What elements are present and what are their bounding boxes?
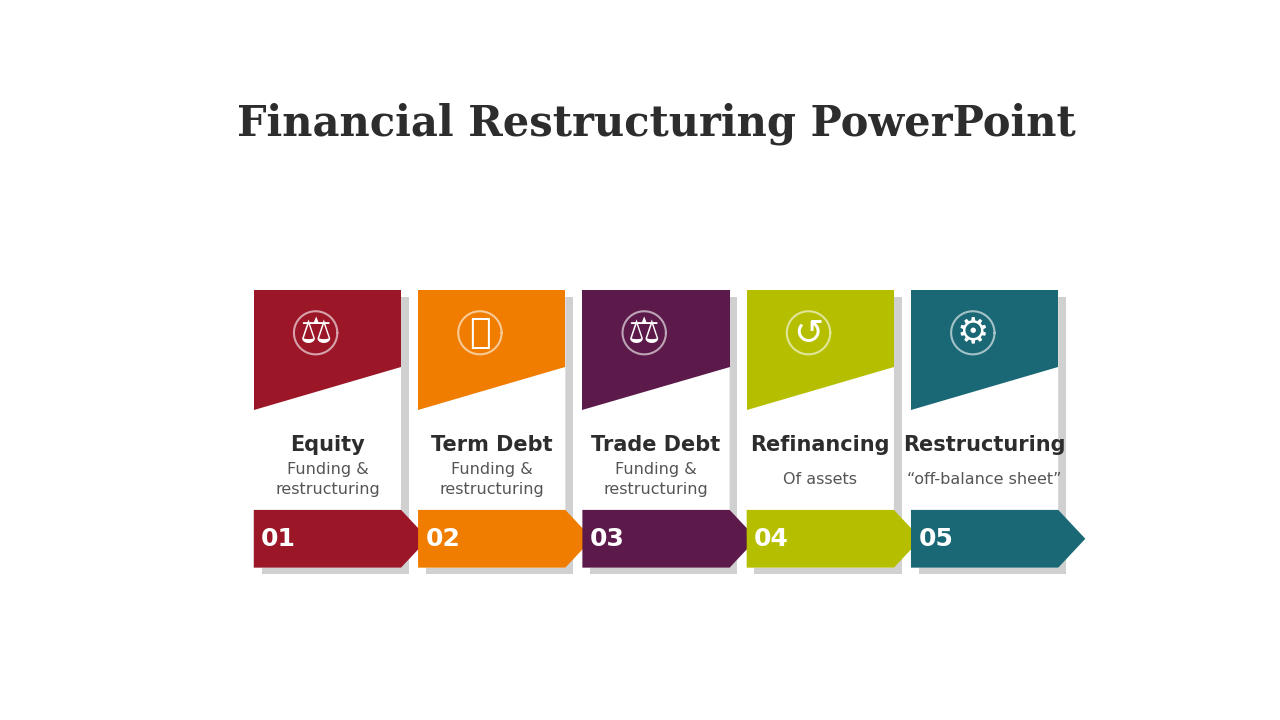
Text: Term Debt: Term Debt bbox=[431, 435, 553, 455]
Text: Refinancing: Refinancing bbox=[750, 435, 890, 455]
Text: ⚖: ⚖ bbox=[628, 316, 660, 350]
Polygon shape bbox=[911, 290, 1059, 410]
FancyBboxPatch shape bbox=[911, 290, 1059, 567]
Text: Funding &
restructuring: Funding & restructuring bbox=[439, 462, 544, 498]
Text: Restructuring: Restructuring bbox=[904, 435, 1066, 455]
Text: ⚙: ⚙ bbox=[956, 316, 989, 350]
Polygon shape bbox=[261, 297, 408, 574]
Polygon shape bbox=[919, 297, 1066, 574]
Polygon shape bbox=[253, 290, 401, 410]
Text: Funding &
restructuring: Funding & restructuring bbox=[275, 462, 380, 498]
Text: Financial Restructuring PowerPoint: Financial Restructuring PowerPoint bbox=[237, 102, 1075, 145]
Text: Equity: Equity bbox=[291, 435, 365, 455]
Text: 03: 03 bbox=[590, 527, 625, 551]
Text: ↺: ↺ bbox=[794, 316, 823, 350]
Polygon shape bbox=[253, 510, 428, 567]
Polygon shape bbox=[746, 510, 922, 567]
Text: 01: 01 bbox=[261, 527, 296, 551]
Polygon shape bbox=[582, 290, 730, 410]
FancyBboxPatch shape bbox=[419, 290, 566, 567]
Text: “off-balance sheet”: “off-balance sheet” bbox=[908, 472, 1062, 487]
Text: ⚖: ⚖ bbox=[300, 316, 332, 350]
Polygon shape bbox=[582, 510, 756, 567]
Text: Trade Debt: Trade Debt bbox=[591, 435, 721, 455]
Polygon shape bbox=[746, 290, 893, 410]
Text: Funding &
restructuring: Funding & restructuring bbox=[604, 462, 708, 498]
FancyBboxPatch shape bbox=[253, 290, 401, 567]
FancyBboxPatch shape bbox=[582, 290, 730, 567]
Text: 💲: 💲 bbox=[468, 316, 490, 350]
Polygon shape bbox=[911, 510, 1085, 567]
Polygon shape bbox=[419, 290, 566, 410]
Text: 05: 05 bbox=[918, 527, 954, 551]
Polygon shape bbox=[590, 297, 737, 574]
Text: 04: 04 bbox=[754, 527, 788, 551]
Text: Of assets: Of assets bbox=[783, 472, 858, 487]
Polygon shape bbox=[426, 297, 573, 574]
Text: 02: 02 bbox=[425, 527, 461, 551]
Polygon shape bbox=[419, 510, 593, 567]
FancyBboxPatch shape bbox=[746, 290, 893, 567]
Polygon shape bbox=[754, 297, 901, 574]
